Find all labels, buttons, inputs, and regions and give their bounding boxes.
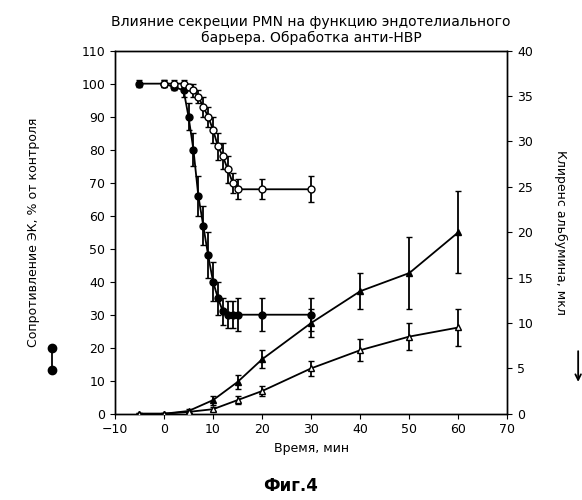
Text: Фиг.4: Фиг.4	[264, 477, 318, 495]
Title: Влияние секреции PMN на функцию эндотелиального
барьера. Обработка анти-НВР: Влияние секреции PMN на функцию эндотели…	[111, 15, 511, 46]
Y-axis label: Клиренс альбумина, мкл: Клиренс альбумина, мкл	[554, 150, 567, 314]
Y-axis label: Сопротивление ЭК, % от контроля: Сопротивление ЭК, % от контроля	[27, 118, 40, 347]
X-axis label: Время, мин: Время, мин	[274, 442, 349, 455]
